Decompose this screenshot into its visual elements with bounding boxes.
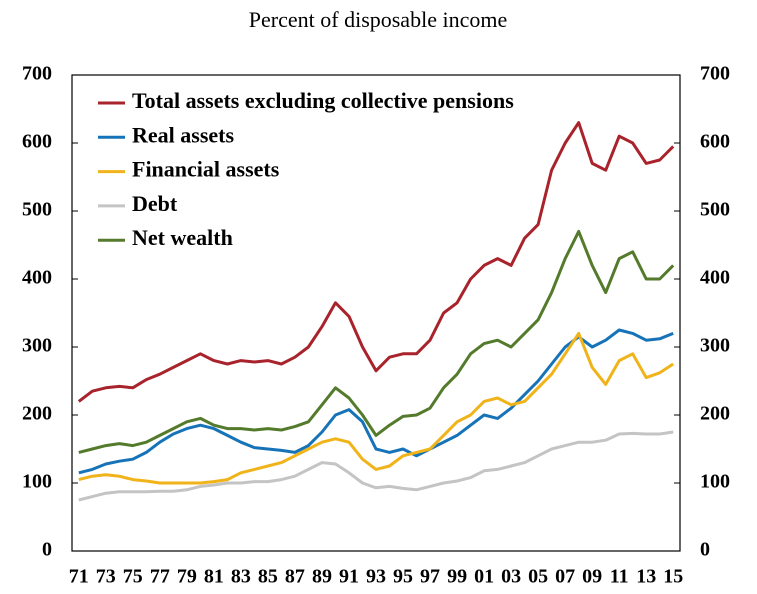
legend-label: Real assets xyxy=(132,122,234,147)
x-tick-label: 79 xyxy=(177,566,197,588)
series-line xyxy=(78,229,675,454)
x-tick-label: 75 xyxy=(123,566,143,588)
y-tick-label: 0 xyxy=(42,539,52,561)
series-line xyxy=(78,430,674,502)
y2-tick-label: 600 xyxy=(700,131,730,153)
chart-title: Percent of disposable income xyxy=(249,7,507,32)
legend-label: Total assets excluding collective pensio… xyxy=(132,88,514,113)
x-tick-label: 01 xyxy=(474,566,494,588)
x-tick-label: 91 xyxy=(339,566,359,588)
plot-frame xyxy=(71,74,681,552)
legend-label: Financial assets xyxy=(132,157,280,182)
y2-tick-label: 300 xyxy=(700,335,730,357)
series-line xyxy=(78,328,674,475)
legend-label: Net wealth xyxy=(132,225,233,250)
x-tick-label: 03 xyxy=(501,566,521,588)
x-tick-label: 97 xyxy=(420,566,440,588)
x-tick-label: 87 xyxy=(285,566,305,588)
y-tick-label: 400 xyxy=(22,267,52,289)
x-tick-label: 15 xyxy=(663,566,683,588)
y-tick-label: 300 xyxy=(22,335,52,357)
y-tick-label: 200 xyxy=(22,403,52,425)
y-tick-label: 500 xyxy=(22,199,52,221)
x-tick-label: 09 xyxy=(582,566,602,588)
x-tick-label: 71 xyxy=(69,566,89,588)
y2-tick-label: 200 xyxy=(700,403,730,425)
x-tick-label: 89 xyxy=(312,566,332,588)
y2-tick-label: 0 xyxy=(700,539,710,561)
x-tick-label: 77 xyxy=(150,566,170,588)
x-tick-label: 13 xyxy=(636,566,656,588)
x-tick-label: 05 xyxy=(528,566,548,588)
x-tick-label: 73 xyxy=(96,566,116,588)
x-tick-label: 11 xyxy=(610,566,629,588)
legend-label: Debt xyxy=(132,191,178,216)
y2-tick-label: 700 xyxy=(700,63,730,85)
x-tick-label: 83 xyxy=(231,566,251,588)
x-tick-label: 07 xyxy=(555,566,575,588)
series-line xyxy=(78,331,675,485)
x-tick-label: 95 xyxy=(393,566,413,588)
y2-tick-label: 100 xyxy=(700,471,730,493)
series-line xyxy=(77,121,675,403)
x-tick-label: 99 xyxy=(447,566,467,588)
x-tick-label: 81 xyxy=(204,566,224,588)
y-tick-label: 600 xyxy=(22,131,52,153)
y-tick-label: 700 xyxy=(22,63,52,85)
y2-tick-label: 400 xyxy=(700,267,730,289)
y-tick-label: 100 xyxy=(22,471,52,493)
y2-tick-label: 500 xyxy=(700,199,730,221)
x-tick-label: 93 xyxy=(366,566,386,588)
x-tick-label: 85 xyxy=(258,566,278,588)
